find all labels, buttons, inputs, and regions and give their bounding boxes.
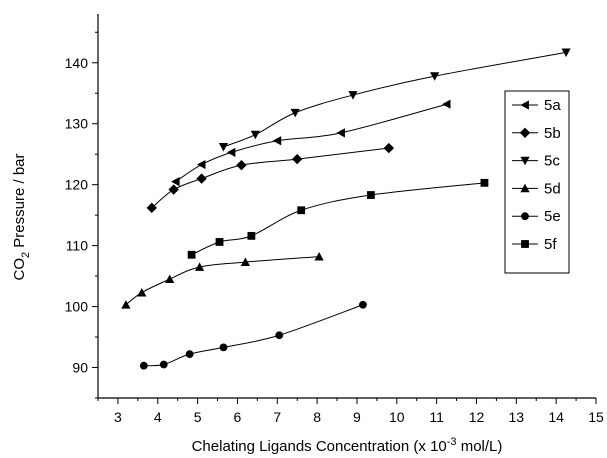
data-point-5d: [240, 257, 251, 266]
data-point-5e: [359, 300, 367, 309]
data-point-5e: [275, 331, 284, 340]
data-point-5f: [480, 178, 489, 187]
y-axis-title: CO2 Pressure / bar: [11, 153, 32, 280]
series-line-5b: [151, 147, 389, 209]
series-5b: [146, 142, 395, 214]
data-point-5d: [314, 251, 324, 261]
plot-area: 3 4 5 6 7 8 9 10 11 12 13 14 15 90 100 110 120 130 140: [65, 14, 604, 425]
x-axis-ticks: 3 4 5 6 7 8 9 10 11 12 13 14 15: [97, 398, 604, 425]
y-axis-ticks: 90 100 110 120 130 140: [65, 31, 98, 399]
x-tick-label: 11: [429, 409, 444, 425]
data-point-5c: [218, 142, 229, 152]
y-tick-label: 140: [65, 55, 89, 71]
y-tick-label: 100: [65, 299, 89, 315]
x-tick-label: 7: [273, 409, 281, 425]
data-point-5c: [290, 108, 300, 118]
x-tick-label: 5: [194, 409, 202, 425]
legend-label-5d: 5d: [544, 180, 561, 197]
data-point-5a: [442, 99, 451, 109]
series-layer: [121, 48, 571, 370]
data-point-5c: [561, 48, 571, 57]
legend-marker-5f: [521, 240, 529, 248]
data-point-5d: [194, 262, 205, 271]
legend-label-5f: 5f: [544, 236, 557, 253]
legend-item-5c: 5c: [512, 153, 560, 170]
legend-label-5e: 5e: [544, 208, 561, 225]
series-5a: [171, 99, 451, 187]
data-point-5a: [226, 147, 236, 157]
y-tick-label: 110: [66, 238, 89, 254]
data-point-5f: [215, 238, 224, 246]
data-point-5d: [165, 274, 175, 284]
legend-item-5a: 5a: [512, 97, 561, 114]
data-point-5a: [196, 159, 206, 170]
data-point-5b: [168, 184, 179, 195]
legend-item-5d: 5d: [512, 180, 561, 197]
legend-marker-5d: [520, 183, 530, 193]
legend-marker-5c: [520, 156, 530, 166]
data-point-5c: [430, 72, 440, 81]
x-tick-label: 3: [114, 409, 122, 425]
y-tick-label: 120: [65, 177, 89, 193]
x-tick-label: 15: [588, 409, 604, 425]
x-tick-label: 6: [234, 409, 242, 425]
data-point-5a: [272, 136, 282, 146]
x-tick-label: 13: [509, 409, 525, 425]
legend-label-5b: 5b: [544, 125, 561, 142]
legend-label-5c: 5c: [544, 153, 560, 170]
data-point-5e: [185, 350, 194, 359]
legend-label-5a: 5a: [544, 97, 561, 114]
y-tick-label: 90: [72, 360, 88, 376]
data-point-5f: [367, 191, 375, 199]
series-line-5f: [191, 182, 485, 256]
x-tick-label: 14: [548, 409, 564, 425]
data-point-5a: [336, 128, 345, 138]
legend: 5a 5b 5c 5d 5e 5f: [504, 90, 570, 274]
series-line-5d: [125, 256, 320, 306]
x-tick-label: 10: [389, 409, 405, 425]
data-point-5c: [250, 130, 260, 140]
legend-box: [504, 90, 570, 274]
data-point-5c: [348, 91, 358, 100]
series-5f: [187, 178, 489, 259]
data-point-5e: [159, 360, 168, 369]
legend-item-5e: 5e: [512, 208, 561, 225]
x-tick-label: 4: [154, 409, 162, 425]
y-tick-label: 130: [65, 116, 89, 132]
series-line-5e: [143, 304, 364, 367]
data-point-5e: [139, 361, 148, 370]
data-point-5b: [292, 153, 303, 165]
series-5c: [218, 48, 571, 152]
data-point-5b: [146, 202, 157, 214]
x-axis-title: Chelating Ligands Concentration (x 10-3 …: [192, 436, 503, 455]
data-point-5f: [187, 250, 196, 259]
x-tick-label: 9: [353, 409, 361, 425]
data-point-5f: [247, 231, 256, 240]
data-point-5e: [219, 343, 228, 352]
series-5e: [139, 300, 367, 370]
x-tick-label: 12: [469, 409, 485, 425]
series-5d: [121, 251, 324, 309]
data-point-5d: [121, 300, 131, 309]
legend-item-5f: 5f: [512, 236, 557, 253]
data-point-5b: [383, 142, 395, 154]
data-point-5f: [297, 206, 306, 215]
legend-marker-5e: [521, 212, 529, 221]
series-line-5a: [175, 103, 447, 183]
legend-item-5b: 5b: [512, 125, 561, 142]
legend-marker-5b: [519, 127, 531, 138]
data-point-5d: [137, 287, 147, 297]
x-tick-label: 8: [313, 409, 321, 425]
data-point-5a: [171, 177, 180, 187]
data-point-5b: [236, 159, 247, 171]
data-point-5b: [196, 173, 207, 184]
legend-marker-5a: [520, 100, 529, 110]
legend-items: 5a 5b 5c 5d 5e 5f: [512, 97, 561, 253]
